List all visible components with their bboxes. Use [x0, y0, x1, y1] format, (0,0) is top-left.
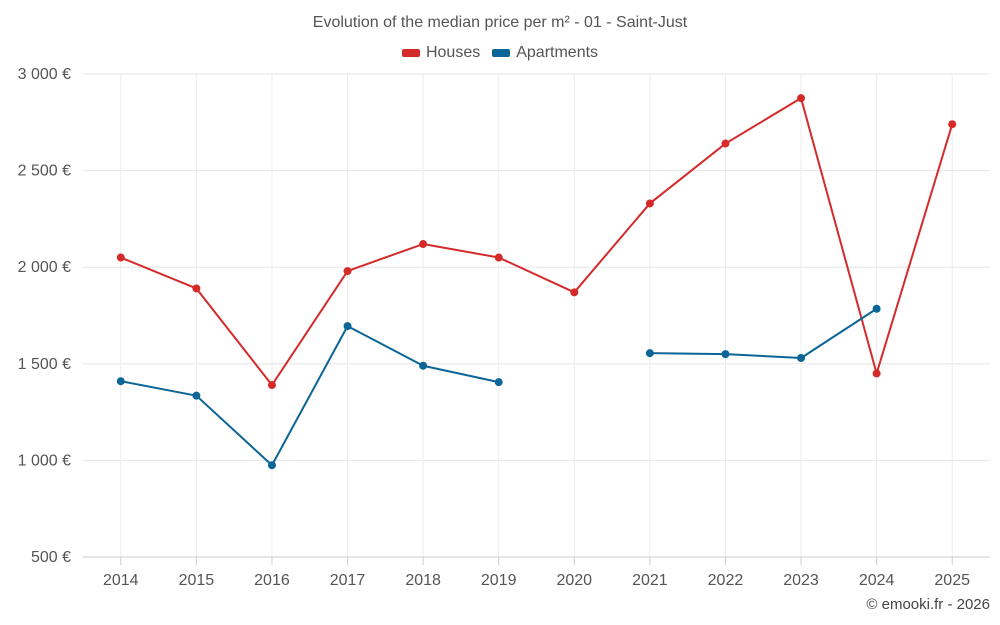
series-line-apartments — [649, 307, 878, 360]
data-point-apartments — [872, 304, 881, 313]
x-tick-label: 2022 — [708, 572, 744, 589]
x-tick-label: 2025 — [934, 572, 970, 589]
y-tick-label: 2 500 € — [18, 163, 71, 180]
x-tick-label: 2021 — [632, 572, 668, 589]
y-tick-label: 1 500 € — [18, 356, 71, 373]
x-tick-label: 2019 — [481, 572, 517, 589]
data-point-houses — [494, 253, 503, 262]
legend-label-houses: Houses — [425, 44, 481, 61]
x-tick-label: 2017 — [330, 572, 366, 589]
chart-title: Evolution of the median price per m² - 0… — [312, 14, 688, 31]
series-line-houses — [120, 97, 954, 387]
data-point-apartments — [192, 391, 201, 400]
legend-item-apartments[interactable]: Apartments — [492, 44, 598, 62]
legend-label-apartments: Apartments — [516, 44, 599, 61]
credit-text: © emooki.fr - 2026 — [866, 596, 990, 613]
data-point-houses — [116, 253, 125, 262]
data-point-houses — [797, 94, 806, 103]
legend-swatch-apartments — [492, 49, 511, 57]
x-tick-label: 2014 — [103, 572, 139, 589]
data-point-apartments — [721, 350, 730, 359]
data-point-houses — [267, 381, 276, 390]
data-point-houses — [343, 267, 352, 276]
data-point-houses — [645, 199, 654, 208]
series-line-apartments — [120, 325, 499, 467]
y-tick-label: 1 000 € — [18, 452, 71, 469]
x-tick-label: 2020 — [556, 572, 592, 589]
data-point-apartments — [116, 377, 125, 386]
data-point-houses — [192, 284, 201, 293]
data-point-houses — [570, 288, 579, 297]
data-point-apartments — [645, 349, 654, 358]
data-point-houses — [872, 369, 881, 378]
data-point-apartments — [267, 461, 276, 470]
legend-item-houses[interactable]: Houses — [401, 44, 481, 62]
data-point-apartments — [494, 378, 503, 387]
data-point-apartments — [419, 361, 428, 370]
legend: Houses Apartments — [0, 44, 1000, 62]
x-tick-label: 2016 — [254, 572, 290, 589]
x-tick-label: 2018 — [405, 572, 441, 589]
y-tick-label: 3 000 € — [18, 66, 71, 83]
data-point-houses — [419, 240, 428, 249]
data-point-houses — [721, 139, 730, 148]
data-point-apartments — [797, 354, 806, 363]
legend-swatch-houses — [401, 49, 420, 57]
y-tick-label: 2 000 € — [18, 259, 71, 276]
data-point-houses — [948, 120, 957, 129]
x-tick-label: 2023 — [783, 572, 819, 589]
data-point-apartments — [343, 322, 352, 331]
x-tick-label: 2024 — [859, 572, 895, 589]
y-tick-label: 500 € — [31, 549, 71, 566]
x-tick-label: 2015 — [179, 572, 215, 589]
